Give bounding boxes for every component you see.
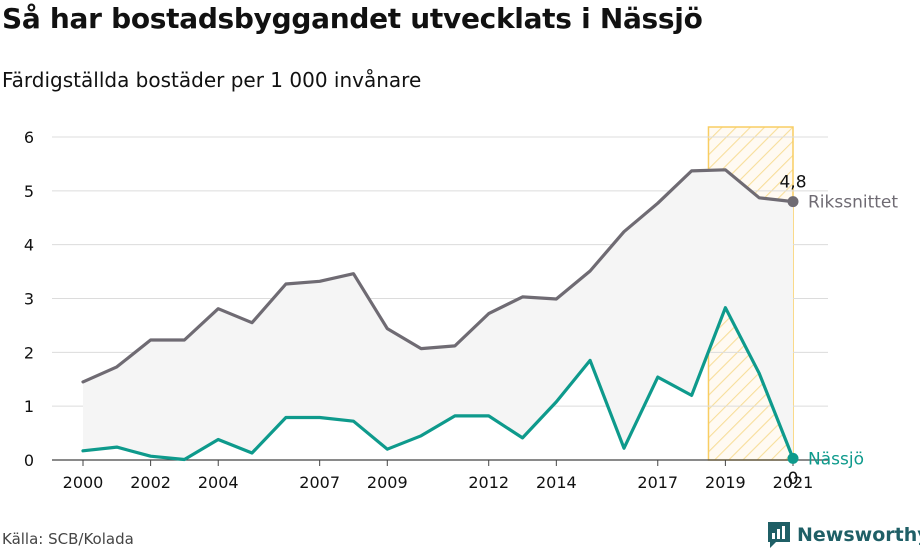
- end-value-label: 4,8: [779, 173, 806, 193]
- x-tick-label: 2004: [198, 473, 239, 492]
- x-tick-label: 2002: [130, 473, 171, 492]
- chart-title: Så har bostadsbyggandet utvecklats i Näs…: [2, 2, 703, 35]
- y-tick-label: 1: [24, 397, 34, 416]
- y-tick-label: 2: [24, 343, 34, 362]
- series-line-nassjo: [81, 306, 795, 462]
- x-tick-label: 2007: [299, 473, 340, 492]
- x-tick-label: 2021: [773, 473, 814, 492]
- difference-area: [83, 169, 793, 460]
- brand-name: Newsworthy: [797, 524, 920, 546]
- y-tick-label: 3: [24, 290, 34, 309]
- x-tick-label: 2000: [63, 473, 104, 492]
- y-tick-label: 5: [24, 182, 34, 201]
- y-tick-label: 6: [24, 128, 34, 147]
- series-name-label: Nässjö: [808, 449, 864, 469]
- y-tick-label: 0: [24, 451, 34, 470]
- x-tick-label: 2014: [536, 473, 577, 492]
- series-name-label: Rikssnittet: [808, 193, 898, 213]
- chart-subtitle: Färdigställda bostäder per 1 000 invånar…: [2, 68, 422, 92]
- x-tick-label: 2017: [637, 473, 678, 492]
- x-tick-label: 2012: [468, 473, 509, 492]
- end-point-marker: [787, 452, 799, 464]
- series-line-rikssnittet: [81, 168, 795, 384]
- end-value-label: 0: [788, 469, 799, 489]
- end-point-marker: [787, 196, 799, 208]
- y-tick-label: 4: [24, 236, 34, 255]
- source-note: Källa: SCB/Kolada: [2, 530, 134, 548]
- bar-chart-icon: [768, 522, 790, 548]
- x-tick-label: 2009: [367, 473, 408, 492]
- newsworthy-logo: Newsworthy: [766, 520, 920, 550]
- x-tick-label: 2019: [705, 473, 746, 492]
